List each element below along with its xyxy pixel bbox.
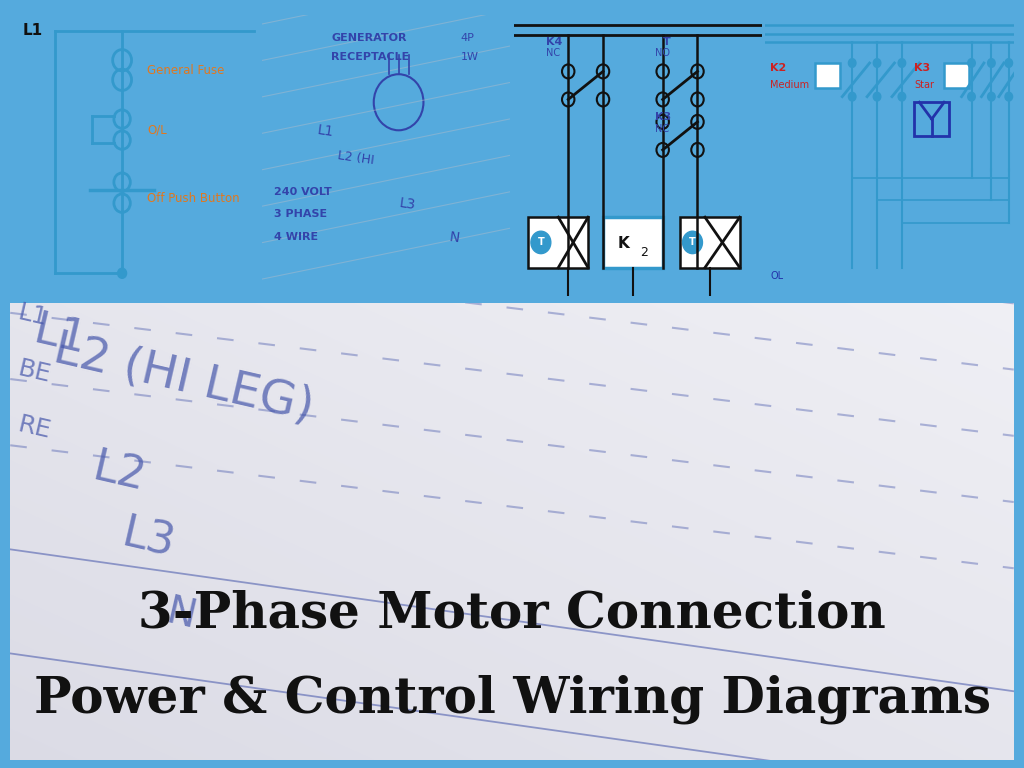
Circle shape (848, 58, 857, 68)
Text: Medium: Medium (770, 80, 809, 91)
Text: O/L: O/L (147, 123, 167, 136)
Text: L3: L3 (118, 512, 179, 566)
Text: NO: NO (655, 48, 671, 58)
Bar (914, 102, 949, 136)
Circle shape (872, 58, 882, 68)
Text: L1: L1 (23, 23, 43, 38)
Text: 3 PHASE: 3 PHASE (274, 209, 328, 219)
Text: L1: L1 (316, 123, 335, 139)
Circle shape (967, 91, 976, 101)
Text: T: T (663, 37, 671, 47)
Bar (603, 217, 663, 268)
Text: BE: BE (15, 356, 53, 387)
Bar (603, 217, 663, 268)
Text: RECEPTACLE: RECEPTACLE (332, 52, 410, 62)
Text: 2: 2 (640, 247, 648, 260)
Text: 3-Phase Motor Connection: 3-Phase Motor Connection (138, 589, 886, 638)
Circle shape (897, 58, 906, 68)
Text: Star: Star (914, 80, 934, 91)
Circle shape (848, 91, 857, 101)
Circle shape (872, 91, 882, 101)
Text: L3: L3 (398, 196, 417, 212)
Text: L2: L2 (89, 446, 151, 500)
Text: NC: NC (546, 48, 560, 58)
Text: K4: K4 (546, 37, 562, 47)
Text: L2 (HI LEG): L2 (HI LEG) (49, 326, 318, 430)
Text: OL: OL (770, 271, 783, 281)
Text: 4 WIRE: 4 WIRE (274, 232, 318, 242)
Text: N: N (449, 230, 461, 246)
Text: K3: K3 (655, 112, 672, 122)
Text: N: N (162, 592, 199, 636)
Text: RE: RE (15, 412, 53, 444)
Text: K: K (617, 236, 630, 251)
Text: 1W: 1W (461, 52, 479, 62)
Circle shape (530, 231, 551, 253)
Text: 4P: 4P (461, 32, 474, 42)
Bar (944, 63, 969, 88)
Text: T: T (689, 237, 696, 247)
Text: T: T (538, 237, 544, 247)
Text: L1: L1 (15, 300, 49, 330)
Circle shape (967, 58, 976, 68)
Bar (815, 63, 840, 88)
Circle shape (118, 268, 127, 278)
Text: GENERATOR: GENERATOR (332, 32, 407, 42)
Text: L1: L1 (30, 309, 91, 362)
Circle shape (987, 58, 996, 68)
Text: K3: K3 (914, 64, 931, 74)
Text: General Fuse: General Fuse (147, 64, 224, 77)
Circle shape (897, 91, 906, 101)
Text: Power & Control Wiring Diagrams: Power & Control Wiring Diagrams (34, 674, 990, 723)
Circle shape (1005, 91, 1014, 101)
Text: NC: NC (655, 124, 670, 134)
Circle shape (1005, 58, 1014, 68)
Bar (680, 217, 739, 268)
Circle shape (987, 91, 996, 101)
Circle shape (683, 231, 702, 253)
Text: Off Push Button: Off Push Button (147, 192, 240, 205)
Bar (528, 217, 588, 268)
Text: 240 VOLT: 240 VOLT (274, 187, 332, 197)
Text: L2 (HI: L2 (HI (337, 149, 375, 167)
Text: K2: K2 (770, 64, 786, 74)
